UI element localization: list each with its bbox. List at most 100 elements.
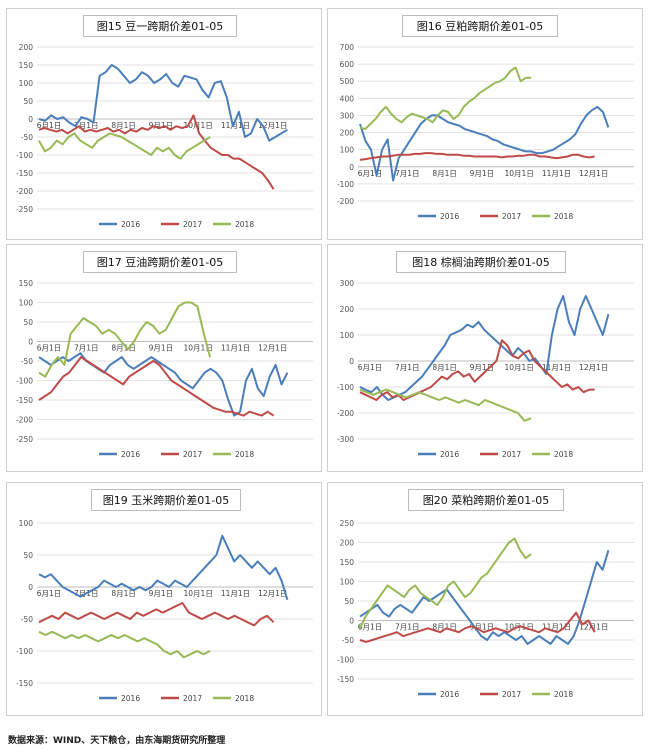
y-tick-label: 100 — [340, 146, 355, 155]
y-tick-label: 200 — [340, 539, 355, 548]
x-tick-label: 10月1日 — [184, 589, 213, 598]
y-tick-label: 50 — [23, 551, 33, 560]
series-line-2018 — [38, 132, 211, 160]
legend-label: 2018 — [235, 694, 254, 703]
y-tick-label: -150 — [16, 679, 33, 688]
legend-label: 2017 — [183, 694, 202, 703]
y-tick-label: 100 — [19, 519, 34, 528]
y-tick-label: 150 — [340, 558, 355, 567]
y-tick-label: -150 — [337, 675, 354, 684]
y-tick-label: -250 — [16, 435, 33, 444]
x-tick-label: 8月1日 — [432, 363, 457, 372]
y-tick-label: 200 — [340, 129, 355, 138]
y-tick-label: -100 — [337, 180, 354, 189]
y-tick-label: 0 — [28, 338, 33, 347]
x-tick-label: 11月1日 — [221, 344, 250, 353]
chart-svg-6: 250 200 150 100 50 0 -50 -100 -150 6月1日 7月1日 8月1日 9月… — [337, 519, 634, 699]
x-tick-label: 12月1日 — [579, 363, 608, 372]
legend-label: 2017 — [502, 690, 521, 699]
y-tick-label: 600 — [340, 60, 355, 69]
y-tick-label: 50 — [23, 97, 33, 106]
x-tick-label: 9月1日 — [470, 363, 495, 372]
chart-title: 图16 豆粕跨期价差01-05 — [402, 15, 558, 37]
y-tick-label: -100 — [16, 151, 33, 160]
y-tick-label: -300 — [337, 435, 354, 444]
x-tick-label: 10月1日 — [184, 121, 213, 130]
x-tick-label: 6月1日 — [358, 363, 383, 372]
y-tick-label: -50 — [342, 636, 354, 645]
chart-title: 图20 菜粕跨期价差01-05 — [408, 489, 564, 511]
chart-panel-1: 200 150 100 50 0 -50 -100 -150 -200 -250 6月1日 7月1日 8… — [6, 8, 322, 240]
chart-svg-1: 200 150 100 50 0 -50 -100 -150 -200 -250 6月1日 7月1日 8… — [16, 43, 313, 229]
y-tick-label: -100 — [16, 647, 33, 656]
legend-label: 2018 — [554, 690, 573, 699]
x-tick-label: 11月1日 — [542, 623, 571, 632]
x-tick-label: 9月1日 — [149, 344, 174, 353]
x-tick-label: 9月1日 — [470, 623, 495, 632]
y-tick-label: 300 — [340, 111, 355, 120]
x-tick-label: 7月1日 — [395, 623, 420, 632]
series-line-2018 — [38, 630, 211, 659]
y-tick-label: -200 — [16, 187, 33, 196]
y-tick-label: -150 — [16, 169, 33, 178]
chart-title: 图17 豆油跨期价差01-05 — [83, 251, 237, 273]
series-line-2018 — [38, 301, 212, 378]
legend-label: 2016 — [121, 694, 140, 703]
y-tick-label: 100 — [19, 79, 34, 88]
y-tick-label: 200 — [19, 43, 34, 52]
y-tick-label: 400 — [340, 94, 355, 103]
x-tick-label: 10月1日 — [184, 344, 213, 353]
y-tick-label: -200 — [337, 197, 354, 206]
series-line-2018 — [359, 388, 532, 422]
chart-panel-3: 150 100 50 0 -50 -100 -150 -200 -250 6月1日 7月1日 8月1日… — [6, 244, 322, 472]
y-tick-label: 250 — [340, 519, 355, 528]
legend-label: 2018 — [554, 450, 573, 459]
series-line-2017 — [38, 114, 275, 190]
y-tick-label: -50 — [21, 357, 33, 366]
x-tick-label: 8月1日 — [111, 121, 136, 130]
y-tick-label: 300 — [340, 279, 355, 288]
x-tick-label: 7月1日 — [395, 363, 420, 372]
y-tick-label: 50 — [23, 318, 33, 327]
series-line-2016 — [359, 550, 610, 645]
x-tick-label: 10月1日 — [505, 169, 534, 178]
series-line-2016 — [38, 534, 289, 601]
legend-label: 2017 — [502, 212, 521, 221]
legend-label: 2017 — [502, 450, 521, 459]
y-tick-label: -200 — [16, 416, 33, 425]
legend-label: 2018 — [235, 220, 254, 229]
y-tick-label: 50 — [344, 597, 354, 606]
legend-label: 2016 — [440, 450, 459, 459]
y-tick-label: 0 — [28, 583, 33, 592]
y-tick-label: 100 — [19, 299, 34, 308]
series-line-2017 — [38, 602, 275, 627]
chart-title: 图18 棕榈油跨期价差01-05 — [396, 251, 566, 273]
y-tick-label: 150 — [19, 279, 34, 288]
series-line-2016 — [38, 352, 289, 417]
x-tick-label: 8月1日 — [432, 623, 457, 632]
y-tick-label: 200 — [340, 305, 355, 314]
legend-label: 2017 — [183, 220, 202, 229]
x-tick-label: 7月1日 — [74, 121, 99, 130]
x-tick-label: 6月1日 — [358, 169, 383, 178]
x-tick-label: 8月1日 — [111, 589, 136, 598]
legend-label: 2016 — [440, 690, 459, 699]
x-tick-label: 12月1日 — [258, 344, 287, 353]
x-tick-label: 8月1日 — [111, 344, 136, 353]
source-note: 数据来源：WIND、天下粮仓，由东海期货研究所整理 — [8, 736, 226, 746]
series-line-2017 — [359, 152, 595, 161]
chart-svg-4: 300 200 100 0 -100 -200 -300 6月1日 7月1日 8月1日 9月1日 10… — [337, 279, 634, 459]
chart-panel-5: 100 50 0 -50 -100 -150 6月1日 7月1日 8月1日 9月1日 10月1日 11… — [6, 482, 322, 716]
series-line-2018 — [359, 66, 532, 131]
y-tick-label: -50 — [21, 133, 33, 142]
legend-label: 2018 — [235, 450, 254, 459]
x-tick-label: 12月1日 — [579, 169, 608, 178]
series-line-2017 — [359, 611, 596, 643]
series-line-2016 — [38, 64, 288, 142]
x-tick-label: 6月1日 — [37, 121, 62, 130]
legend-label: 2016 — [440, 212, 459, 221]
x-tick-label: 7月1日 — [395, 169, 420, 178]
chart-panel-4: 300 200 100 0 -100 -200 -300 6月1日 7月1日 8月1日 9月1日 10… — [327, 244, 643, 472]
y-tick-label: 500 — [340, 77, 355, 86]
